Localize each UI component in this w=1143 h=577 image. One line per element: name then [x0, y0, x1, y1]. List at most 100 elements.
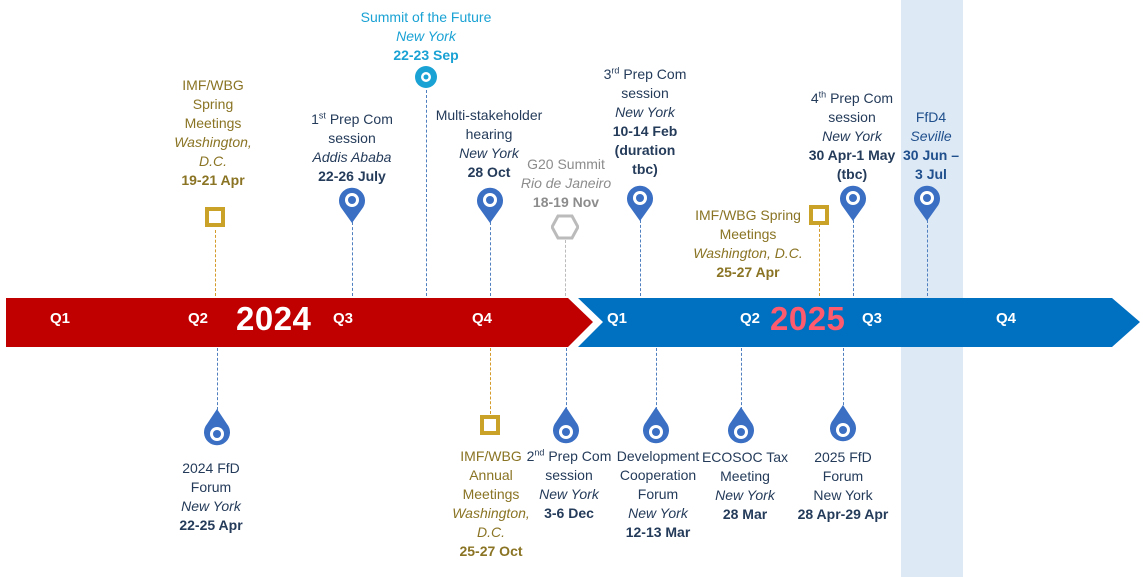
event-location: New York	[181, 498, 241, 514]
map-pin-icon	[728, 407, 754, 444]
event-ffd4: FfD4 Seville 30 Jun – 3 Jul	[903, 108, 959, 184]
event-location: Addis Ababa	[312, 149, 392, 165]
event-date: 30 Apr-1 May	[808, 147, 896, 163]
event-date: 30 Jun –	[902, 147, 960, 163]
timeline-arrow-2025	[578, 298, 1140, 347]
event-title: 2024 FfD	[182, 460, 240, 476]
ordinal-number: 4	[810, 90, 819, 106]
event-date: 19-21 Apr	[181, 172, 245, 188]
event-location: New York	[539, 486, 599, 502]
event-location: D.C.	[476, 524, 505, 540]
quarter-label: Q3	[333, 310, 354, 327]
ordinal-suffix: rd	[611, 65, 620, 76]
gold-square-icon	[480, 415, 500, 435]
connector-line	[843, 348, 844, 410]
hexagon-icon	[551, 214, 579, 240]
quarter-label: Q4	[996, 310, 1017, 327]
event-title: Meetings	[184, 115, 242, 131]
event-location: New York	[615, 104, 675, 120]
event-date: 28 Oct	[467, 164, 511, 180]
connector-line	[741, 348, 742, 410]
ring-icon	[415, 66, 437, 88]
event-location: New York	[396, 28, 456, 44]
event-prepcom-2: 2nd Prep Com session New York 3-6 Dec	[527, 447, 612, 523]
event-title: 1st Prep Com	[311, 110, 393, 129]
quarter-label: Q2	[740, 310, 761, 327]
event-title: Spring	[192, 96, 234, 112]
connector-line	[927, 220, 928, 296]
map-pin-icon	[477, 187, 503, 223]
connector-line	[426, 90, 427, 296]
event-title: session	[545, 467, 593, 483]
connector-line	[656, 348, 657, 410]
event-title: G20 Summit	[527, 156, 605, 172]
event-location: Rio de Janeiro	[520, 175, 612, 191]
event-location: New York	[822, 128, 882, 144]
event-prepcom-1: 1st Prep Com session Addis Ababa 22-26 J…	[311, 110, 393, 186]
event-title: IMF/WBG	[182, 77, 244, 93]
event-prepcom-4: 4th Prep Com session New York 30 Apr-1 M…	[809, 89, 896, 184]
event-title: Meetings	[719, 226, 777, 242]
event-title: Development	[616, 448, 700, 464]
map-pin-icon	[840, 185, 866, 221]
event-title: hearing	[465, 126, 513, 142]
event-date: 12-13 Mar	[625, 524, 691, 540]
event-location: New York	[715, 487, 775, 503]
timeline-arrow-2024	[6, 298, 593, 347]
connector-line	[853, 220, 854, 296]
quarter-label: Q1	[607, 310, 628, 327]
ordinal-suffix: th	[818, 89, 827, 100]
event-date: 25-27 Apr	[716, 264, 780, 280]
ordinal-suffix: nd	[534, 447, 545, 458]
event-title: IMF/WBG	[460, 448, 522, 464]
connector-line	[217, 348, 218, 410]
event-location: Washington,	[174, 134, 252, 150]
connector-line	[352, 222, 353, 296]
connector-line	[566, 348, 567, 410]
ordinal-number: 1	[311, 111, 319, 127]
event-date: (tbc)	[836, 166, 868, 182]
event-title: ECOSOC Tax	[701, 449, 789, 465]
year-2025-label: 2025	[770, 300, 846, 337]
event-title: Forum	[637, 486, 679, 502]
gold-square-icon	[809, 205, 829, 225]
event-title: IMF/WBG Spring	[695, 207, 801, 223]
event-title: 2nd Prep Com	[527, 447, 612, 466]
event-date: 3 Jul	[915, 166, 947, 182]
event-date: tbc)	[632, 161, 658, 177]
event-title: 3rd Prep Com	[604, 65, 687, 84]
event-title: session	[621, 85, 669, 101]
event-title-text: Prep Com	[826, 90, 894, 106]
event-title: Annual	[469, 467, 513, 483]
event-imf-spring-2024: IMF/WBG Spring Meetings Washington, D.C.…	[174, 76, 252, 190]
ordinal-number: 3	[603, 66, 612, 82]
event-date: (duration	[614, 142, 676, 158]
event-date: 22-26 July	[318, 168, 386, 184]
event-title: Meetings	[462, 486, 520, 502]
event-location: D.C.	[198, 153, 227, 169]
quarter-label: Q3	[862, 310, 883, 327]
connector-line	[565, 240, 566, 296]
event-location: New York	[459, 145, 519, 161]
ffd4-highlight-band	[901, 0, 963, 577]
map-pin-icon	[553, 407, 579, 444]
event-date: 22-25 Apr	[179, 517, 243, 533]
event-title: Forum	[190, 479, 232, 495]
map-pin-icon	[643, 407, 669, 444]
quarter-label: Q1	[50, 310, 71, 327]
event-date: 28 Mar	[722, 506, 768, 522]
event-ffd-forum-2024: 2024 FfD Forum New York 22-25 Apr	[179, 459, 242, 535]
event-location: Washington,	[452, 505, 530, 521]
connector-line	[819, 224, 820, 296]
map-pin-icon	[339, 187, 365, 223]
map-pin-icon	[914, 185, 940, 221]
gold-square-icon	[205, 207, 225, 227]
event-g20: G20 Summit Rio de Janeiro 18-19 Nov	[521, 155, 611, 212]
event-title: Cooperation	[619, 467, 697, 483]
event-title: FfD4	[915, 109, 947, 125]
ordinal-number: 2	[526, 448, 535, 464]
connector-line	[215, 230, 216, 296]
event-title: Meeting	[720, 468, 770, 484]
event-ffd-forum-2025: 2025 FfD Forum New York 28 Apr-29 Apr	[798, 448, 889, 524]
